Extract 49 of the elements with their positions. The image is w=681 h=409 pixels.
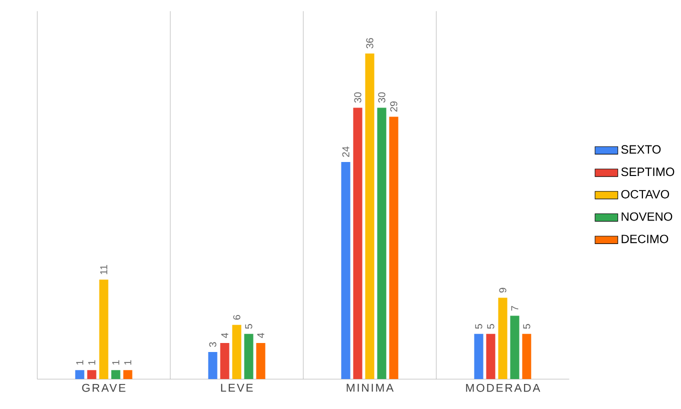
bar [510, 316, 520, 380]
data-label: 29 [390, 101, 398, 112]
data-label: 1 [76, 360, 84, 365]
bar [208, 352, 218, 380]
bar [341, 162, 350, 380]
data-label: 24 [342, 146, 350, 157]
data-label: 11 [100, 265, 108, 274]
legend-label: DECIMO [622, 234, 668, 244]
bar [365, 53, 374, 380]
x-tick-label: GRAVE [82, 384, 126, 392]
bar [232, 324, 242, 380]
bar [111, 370, 120, 380]
bar [123, 370, 132, 380]
bar [522, 334, 532, 380]
bar [486, 334, 496, 380]
legend-label: SEXTO [621, 145, 661, 154]
legend-label: SEPTIMO [621, 168, 674, 176]
data-label: 5 [475, 324, 482, 329]
x-tick-label: MODERADA [466, 384, 540, 392]
data-label: 30 [354, 92, 362, 103]
legend-label: OCTAVO [621, 190, 670, 198]
bar [353, 108, 362, 380]
data-label: 5 [523, 324, 530, 329]
bar [474, 334, 484, 380]
bar [389, 116, 398, 380]
data-label: 4 [257, 332, 264, 338]
data-label: 6 [233, 315, 240, 320]
bar [99, 280, 108, 380]
data-label: 5 [487, 324, 494, 329]
x-tick-label: LEVE [221, 384, 253, 392]
bar [220, 342, 230, 380]
data-label: 1 [124, 360, 132, 365]
bar [244, 334, 254, 380]
data-label: 1 [112, 360, 120, 365]
bar [498, 298, 508, 380]
data-label: 3 [209, 342, 216, 347]
bar [377, 108, 386, 380]
data-label: 7 [511, 306, 518, 311]
data-label: 36 [366, 38, 374, 48]
data-label: 9 [499, 288, 506, 293]
bar [87, 370, 96, 380]
data-label: 5 [245, 324, 252, 329]
data-label: 30 [378, 92, 386, 103]
bar [256, 342, 266, 380]
data-label: 4 [221, 332, 228, 338]
bar [75, 370, 84, 380]
data-label: 1 [88, 360, 96, 365]
legend-label: NOVENO [622, 212, 672, 221]
x-tick-label: MINIMA [346, 384, 394, 392]
